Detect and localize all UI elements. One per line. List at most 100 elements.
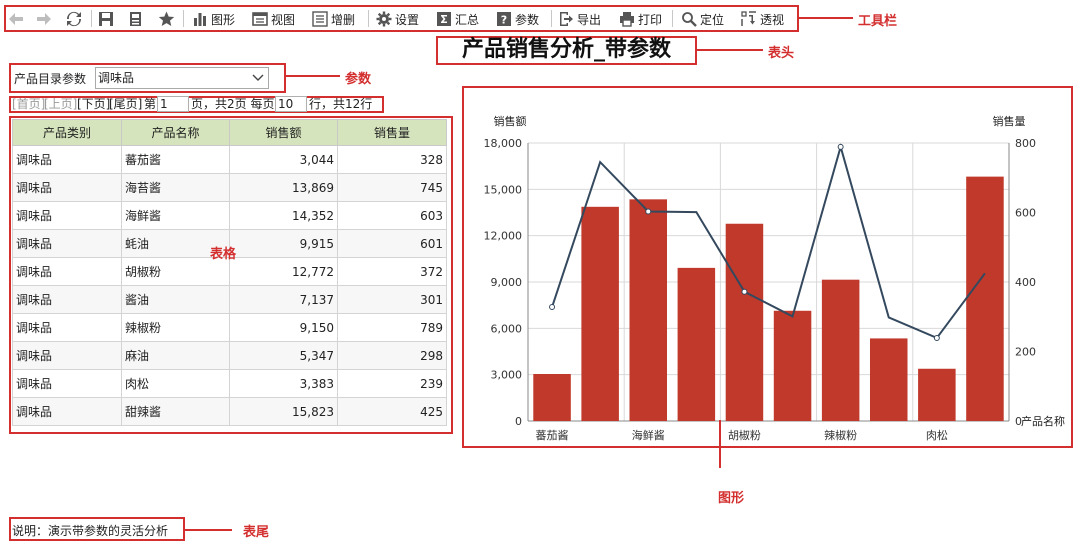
print-icon	[620, 12, 634, 27]
chart-highlight	[462, 86, 1073, 448]
table-cell: 301	[337, 285, 447, 314]
toolbar-view-button[interactable]: 视图	[252, 10, 295, 28]
bar	[966, 176, 1004, 421]
save-as-button[interactable]	[128, 10, 144, 28]
column-header[interactable]: 产品类别	[12, 119, 122, 146]
table-cell: 12,772	[229, 257, 338, 286]
toolbar-pivot-button[interactable]: 透视	[741, 10, 784, 28]
page-number-input[interactable]: 1	[157, 96, 189, 112]
title-annotation: 表头	[768, 46, 795, 61]
footer-annotation-line	[185, 529, 232, 531]
table-cell: 调味品	[12, 285, 122, 314]
sales-chart: 0 3,000 6,000 9,000 12,000 15,000 18,000 0 200 40…	[484, 114, 1066, 442]
toolbar-chart-button[interactable]: 图形	[192, 10, 235, 28]
category-select[interactable]: 调味品	[95, 67, 269, 89]
y-right-axis-title: 销售量	[993, 114, 1026, 128]
favorite-button[interactable]	[158, 10, 175, 28]
forward-button[interactable]	[36, 10, 52, 28]
question-icon: ?	[497, 12, 511, 27]
view-icon	[252, 12, 268, 26]
refresh-icon	[66, 11, 82, 27]
table-highlight	[9, 116, 453, 434]
y-left-tick-label: 3,000	[491, 369, 523, 382]
table-cell: 328	[337, 145, 447, 174]
sales-volume-line	[551, 143, 986, 340]
toolbar-locate-label: 定位	[700, 12, 725, 27]
column-header[interactable]: 销售额	[229, 119, 338, 146]
column-header[interactable]: 产品名称	[121, 119, 230, 146]
table-cell: 酱油	[121, 285, 230, 314]
page-title: 产品销售分析_带参数	[461, 37, 671, 62]
table-row: 调味品 蚝油 9,915 601	[12, 229, 447, 258]
table-header-row: 产品类别 产品名称 销售额 销售量	[12, 119, 447, 146]
y-right-tick-label: 200	[1015, 346, 1036, 359]
table-cell: 调味品	[12, 397, 122, 426]
toolbar-params-label: 参数	[515, 12, 540, 27]
toolbar-annotation-line	[799, 17, 853, 19]
table-row: 调味品 甜辣酱 15,823 425	[12, 397, 447, 426]
pager-next-link[interactable]: [下页]	[77, 97, 111, 111]
gear-icon	[376, 11, 392, 27]
toolbar-sum-button[interactable]: 汇总	[436, 10, 479, 28]
table-cell: 调味品	[12, 369, 122, 398]
sum-icon	[437, 12, 451, 26]
y-right-tick-label: 600	[1015, 207, 1036, 220]
toolbar-sum-label: 汇总	[455, 12, 480, 27]
bar	[629, 199, 668, 421]
table-row: 调味品 海苔酱 13,869 745	[12, 173, 447, 202]
table-cell: 601	[337, 229, 447, 258]
toolbar-settings-button[interactable]: 设置	[376, 10, 419, 28]
y-left-tick-label: 6,000	[491, 322, 523, 335]
table-cell: 调味品	[12, 173, 122, 202]
title-highlight	[436, 36, 697, 65]
column-header[interactable]: 销售量	[337, 119, 447, 146]
toolbar	[4, 5, 799, 32]
line-point	[837, 143, 844, 150]
y-left-tick-label: 0	[515, 415, 522, 428]
table-cell: 海鲜酱	[121, 201, 230, 230]
toolbar-add-remove-button[interactable]: 增删	[312, 10, 355, 28]
table-row: 调味品 酱油 7,137 301	[12, 285, 447, 314]
footer-highlight	[9, 517, 185, 541]
pager-last-link[interactable]: [尾页]	[109, 97, 143, 111]
table-cell: 9,915	[229, 229, 338, 258]
table-cell: 239	[337, 369, 447, 398]
toolbar-print-button[interactable]: 打印	[619, 10, 662, 28]
y-left-tick-label: 12,000	[484, 230, 523, 243]
toolbar-locate-button[interactable]: 定位	[681, 10, 724, 28]
table-cell: 辣椒粉	[121, 313, 230, 342]
footer-annotation: 表尾	[243, 525, 270, 540]
x-axis-title: 产品名称	[1021, 414, 1065, 428]
refresh-button[interactable]	[66, 10, 82, 28]
pager-page-suffix: 页，共2页 每页	[191, 97, 275, 111]
table-cell: 蕃茄酱	[121, 145, 230, 174]
chevron-down-icon	[252, 74, 264, 81]
forward-arrow-icon	[37, 13, 51, 25]
pager-prev-link[interactable]: [上页]	[44, 97, 78, 111]
table-row: 调味品 蕃茄酱 3,044 328	[12, 145, 447, 174]
toolbar-export-button[interactable]: 导出	[558, 10, 601, 28]
table-cell: 298	[337, 341, 447, 370]
save-button[interactable]	[98, 10, 114, 28]
x-tick-label: 蕃茄酱	[536, 428, 569, 442]
pager-page-prefix: 第	[144, 97, 157, 111]
bar	[869, 338, 908, 421]
table-cell: 13,869	[229, 173, 338, 202]
toolbar-settings-label: 设置	[395, 12, 420, 27]
toolbar-params-button[interactable]: ? 参数	[496, 10, 539, 28]
toolbar-export-label: 导出	[577, 12, 602, 27]
y-right-tick-label: 0	[1015, 415, 1022, 428]
pager-rows-suffix: 行，共12行	[309, 97, 373, 111]
table-cell: 425	[337, 397, 447, 426]
toolbar-print-label: 打印	[638, 12, 663, 27]
back-button[interactable]	[8, 10, 24, 28]
title-annotation-line	[697, 49, 763, 51]
table-cell: 麻油	[121, 341, 230, 370]
table-cell: 7,137	[229, 285, 338, 314]
pager-first-link[interactable]: [首页]	[12, 97, 46, 111]
table-cell: 肉松	[121, 369, 230, 398]
rows-per-page-input[interactable]: 10	[275, 96, 307, 112]
bar	[773, 310, 812, 421]
y-right-tick-label: 800	[1015, 137, 1036, 150]
toolbar-separator	[368, 10, 369, 27]
